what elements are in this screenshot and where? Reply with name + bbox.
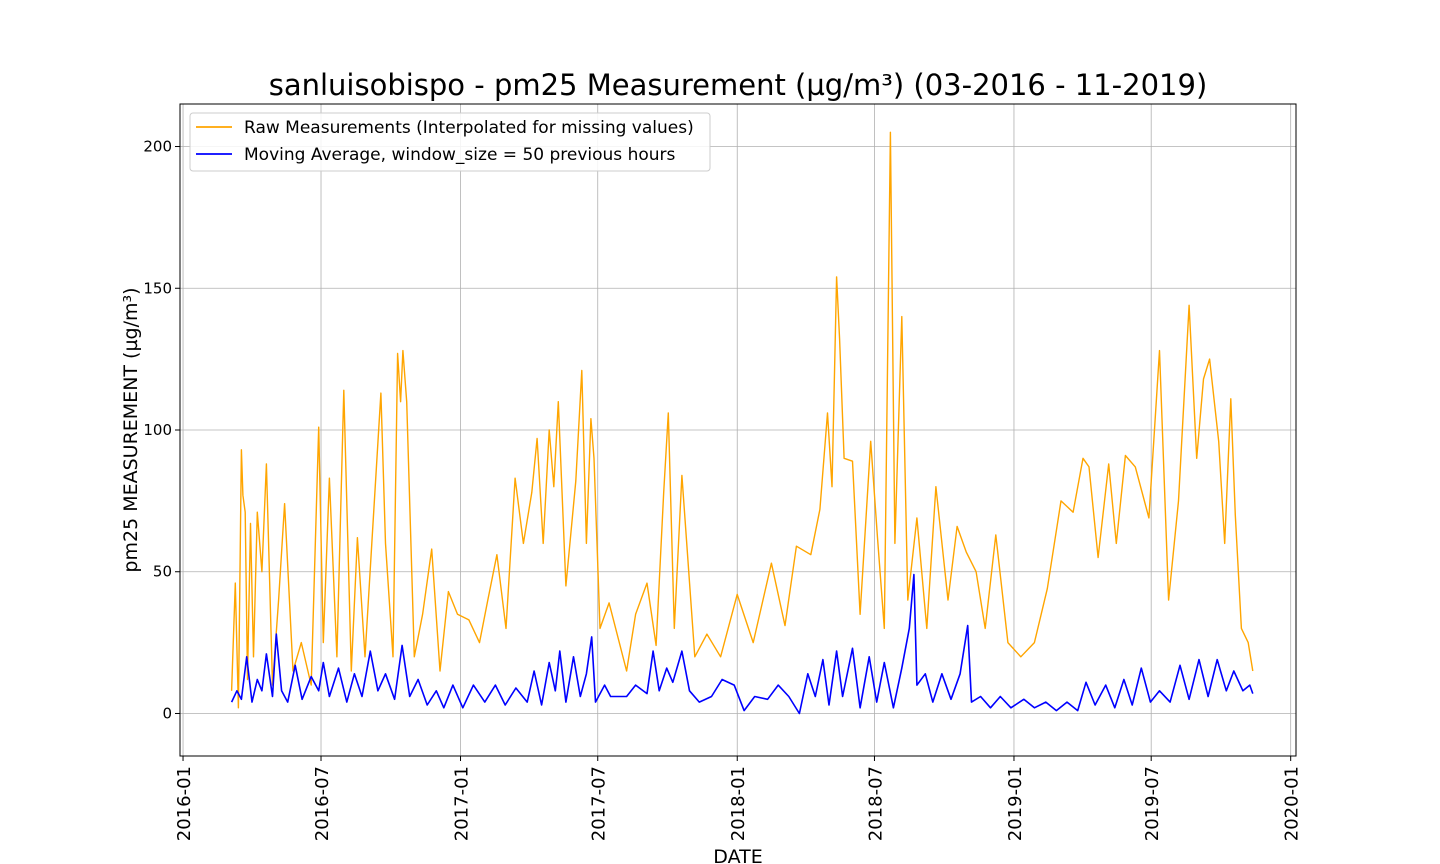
x-tick-label: 2018-01: [728, 766, 749, 841]
y-axis: 0 50 100 150 200: [143, 138, 180, 722]
series-line-raw: [230, 131, 1254, 709]
x-axis: 2016-01 2016-07 2017-01 2017-07 2018-01 2018-…: [174, 756, 1303, 841]
y-tick-label: 100: [143, 421, 172, 439]
series-line-moving-average: [230, 573, 1254, 715]
x-tick-label: 2017-07: [589, 766, 610, 841]
x-tick-label: 2018-07: [865, 766, 886, 841]
x-tick-label: 2016-07: [312, 766, 333, 841]
grid-lines: [180, 104, 1296, 756]
legend-label-raw: Raw Measurements (Interpolated for missi…: [244, 118, 694, 138]
x-tick-label: 2016-01: [174, 766, 195, 841]
x-axis-label: DATE: [713, 846, 762, 864]
x-tick-label: 2020-01: [1282, 766, 1303, 841]
y-axis-label: pm25 MEASUREMENT (µg/m³): [120, 287, 142, 572]
y-tick-label: 0: [162, 704, 172, 722]
x-tick-label: 2017-01: [452, 766, 473, 841]
y-tick-label: 150: [143, 279, 172, 297]
chart-title: sanluisobispo - pm25 Measurement (µg/m³)…: [269, 68, 1208, 102]
x-tick-label: 2019-07: [1142, 766, 1163, 841]
legend: Raw Measurements (Interpolated for missi…: [189, 112, 711, 172]
x-tick-label: 2019-01: [1005, 766, 1026, 841]
y-tick-label: 200: [143, 138, 172, 156]
series-layer: [230, 131, 1254, 715]
legend-label-moving-average: Moving Average, window_size = 50 previou…: [244, 145, 676, 165]
y-tick-label: 50: [153, 563, 172, 581]
legend-box: [189, 112, 711, 172]
